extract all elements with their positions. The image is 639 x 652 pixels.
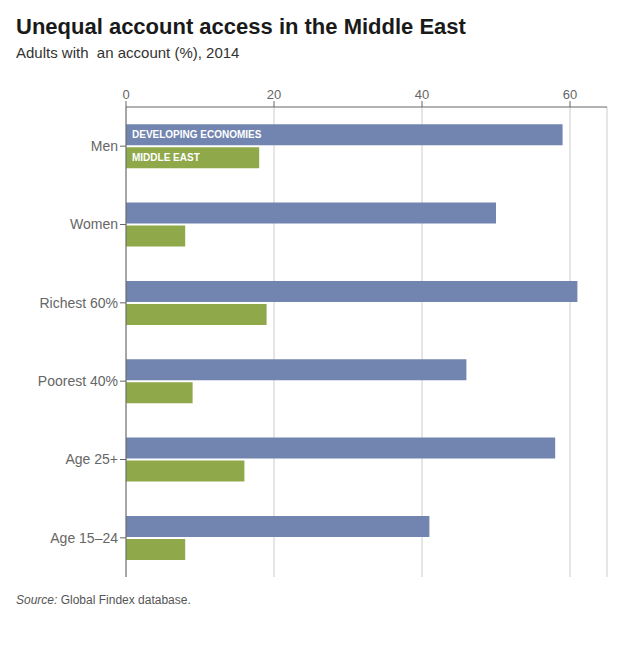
html-text:Adults with an account (%), 20: Adults with an account (%), 2014	[16, 44, 240, 61]
svg-text:Age 15–24: Age 15–24	[50, 530, 118, 546]
html-text:Source: Global Findex database: Source: Global Findex database.	[16, 593, 191, 607]
svg-text:20: 20	[267, 87, 281, 102]
svg-text:Women: Women	[70, 216, 118, 232]
svg-text:Poorest 40%: Poorest 40%	[38, 373, 118, 389]
svg-text:0: 0	[122, 87, 129, 102]
svg-text:Richest 60%: Richest 60%	[39, 295, 118, 311]
svg-text:40: 40	[415, 87, 429, 102]
svg-text:60: 60	[563, 87, 577, 102]
html-text:Unequal account access in the: Unequal account access in the Middle Eas…	[16, 14, 466, 39]
svg-text:Age 25+: Age 25+	[65, 451, 118, 467]
svg-text:MIDDLE EAST: MIDDLE EAST	[132, 152, 200, 163]
svg-text:Men: Men	[91, 138, 118, 154]
svg-text:DEVELOPING ECONOMIES: DEVELOPING ECONOMIES	[132, 129, 262, 140]
